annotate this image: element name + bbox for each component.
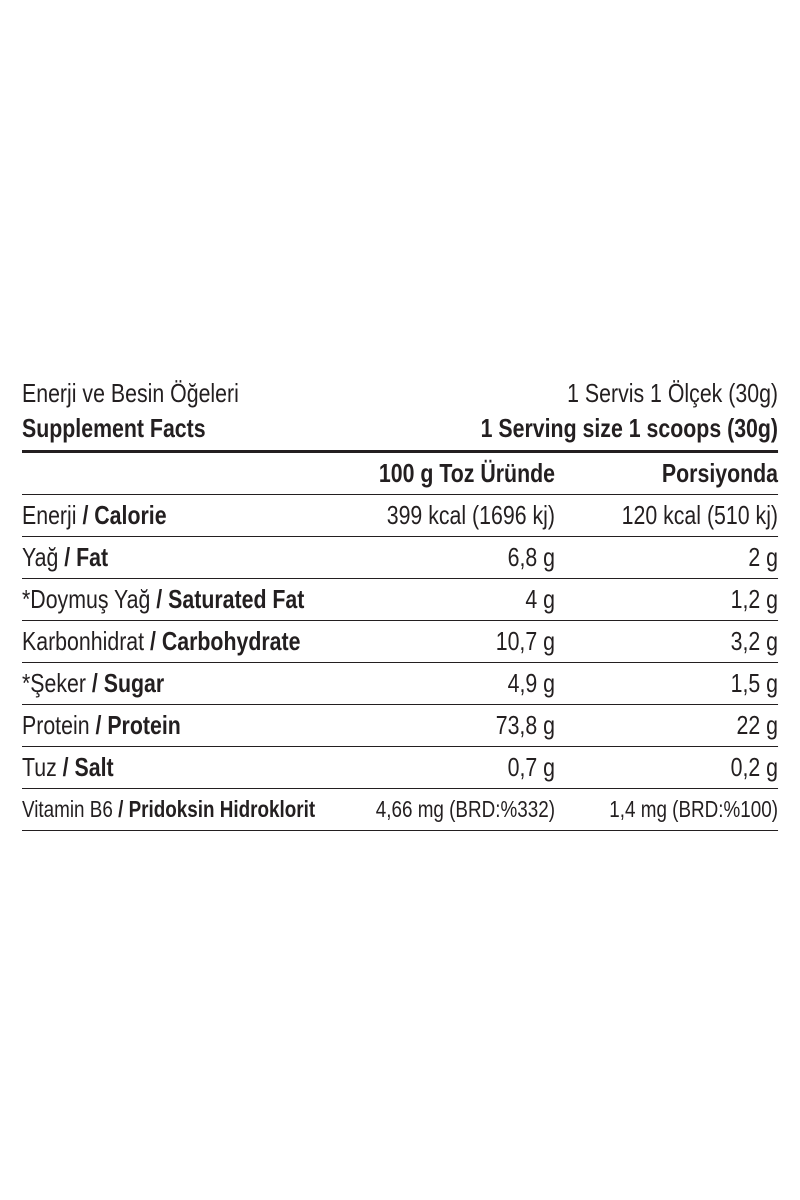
table-row: Protein / Protein 73,8 g 22 g (22, 705, 779, 747)
table-row: Karbonhidrat / Carbohydrate 10,7 g 3,2 g (22, 621, 779, 663)
nutrient-en: Protein (107, 710, 181, 740)
col-per-serving: Porsiyonda (661, 458, 779, 488)
nutrient-tr: Protein (22, 710, 90, 740)
nutrient-tr: Vitamin B6 (22, 796, 113, 822)
separator: / (85, 668, 104, 698)
nutrient-tr: Tuz (22, 752, 57, 782)
nutrient-tr: *Doymuş Yağ (22, 584, 151, 614)
title-tr: Enerji ve Besin Öğeleri (22, 378, 239, 408)
nutrient-en: Saturated Fat (168, 584, 305, 614)
nutrient-en: Pridoksin Hidroklorit (128, 796, 316, 822)
value-per100: 0,7 g (507, 752, 555, 782)
separator: / (76, 500, 95, 530)
separator: / (150, 584, 169, 614)
nutrient-en: Calorie (94, 500, 167, 530)
nutrient-label: Yağ / Fat (22, 537, 108, 578)
value-per-serving: 1,2 g (730, 584, 779, 614)
separator: / (56, 752, 75, 782)
value-per100: 6,8 g (507, 542, 555, 572)
value-per-serving: 1,5 g (730, 668, 779, 698)
separator: / (144, 626, 162, 656)
serving-tr: 1 Servis 1 Ölçek (30g) (567, 378, 779, 408)
nutrient-label: Protein / Protein (22, 705, 181, 746)
table-row: Vitamin B6 / Pridoksin Hidroklorit 4,66 m… (22, 789, 779, 831)
separator: / (89, 710, 108, 740)
nutrient-label: *Şeker / Sugar (22, 663, 164, 704)
nutrient-tr: Karbonhidrat (22, 626, 145, 656)
value-per100: 4 g (525, 584, 555, 614)
table-row: Enerji / Calorie 399 kcal (1696 kj) 120 kc… (22, 495, 779, 537)
value-per100: 399 kcal (1696 kj) (386, 500, 555, 530)
nutrient-en: Salt (74, 752, 114, 782)
value-per-serving: 3,2 g (730, 626, 779, 656)
column-headers: 100 g Toz Üründe Porsiyonda (22, 453, 779, 495)
supplement-facts-table: Enerji ve Besin Öğeleri 1 Servis 1 Ölçek… (22, 376, 779, 831)
header-en: Supplement Facts 1 Serving size 1 scoops… (22, 410, 779, 453)
value-per100: 10,7 g (495, 626, 555, 656)
value-per-serving: 120 kcal (510 kj) (621, 500, 779, 530)
serving-en: 1 Serving size 1 scoops (30g) (480, 413, 779, 443)
nutrient-en: Sugar (103, 668, 165, 698)
nutrient-tr: Yağ (22, 542, 59, 572)
nutrient-label: Vitamin B6 / Pridoksin Hidroklorit (22, 789, 315, 830)
col-per100: 100 g Toz Üründe (378, 458, 555, 488)
header-tr: Enerji ve Besin Öğeleri 1 Servis 1 Ölçek… (22, 376, 778, 410)
nutrient-en: Carbohydrate (161, 626, 301, 656)
nutrient-label: *Doymuş Yağ / Saturated Fat (22, 579, 304, 620)
title-en: Supplement Facts (22, 413, 206, 443)
table-row: Yağ / Fat 6,8 g 2 g (22, 537, 779, 579)
value-per-serving: 2 g (748, 542, 779, 572)
table-row: *Doymuş Yağ / Saturated Fat 4 g 1,2 g (22, 579, 779, 621)
value-per-serving: 22 g (736, 710, 779, 740)
value-per100: 73,8 g (495, 710, 555, 740)
nutrient-label: Enerji / Calorie (22, 495, 167, 536)
separator: / (58, 542, 77, 572)
table-row: Tuz / Salt 0,7 g 0,2 g (22, 747, 779, 789)
separator: / (112, 796, 129, 822)
value-per100: 4,66 mg (BRD:%332) (375, 796, 555, 822)
table-row: *Şeker / Sugar 4,9 g 1,5 g (22, 663, 779, 705)
value-per-serving: 1,4 mg (BRD:%100) (609, 796, 779, 822)
nutrient-label: Tuz / Salt (22, 747, 114, 788)
value-per-serving: 0,2 g (730, 752, 779, 782)
nutrient-tr: Enerji (22, 500, 77, 530)
nutrient-tr: *Şeker (22, 668, 86, 698)
value-per100: 4,9 g (507, 668, 555, 698)
nutrient-en: Fat (76, 542, 109, 572)
nutrient-label: Karbonhidrat / Carbohydrate (22, 621, 300, 662)
